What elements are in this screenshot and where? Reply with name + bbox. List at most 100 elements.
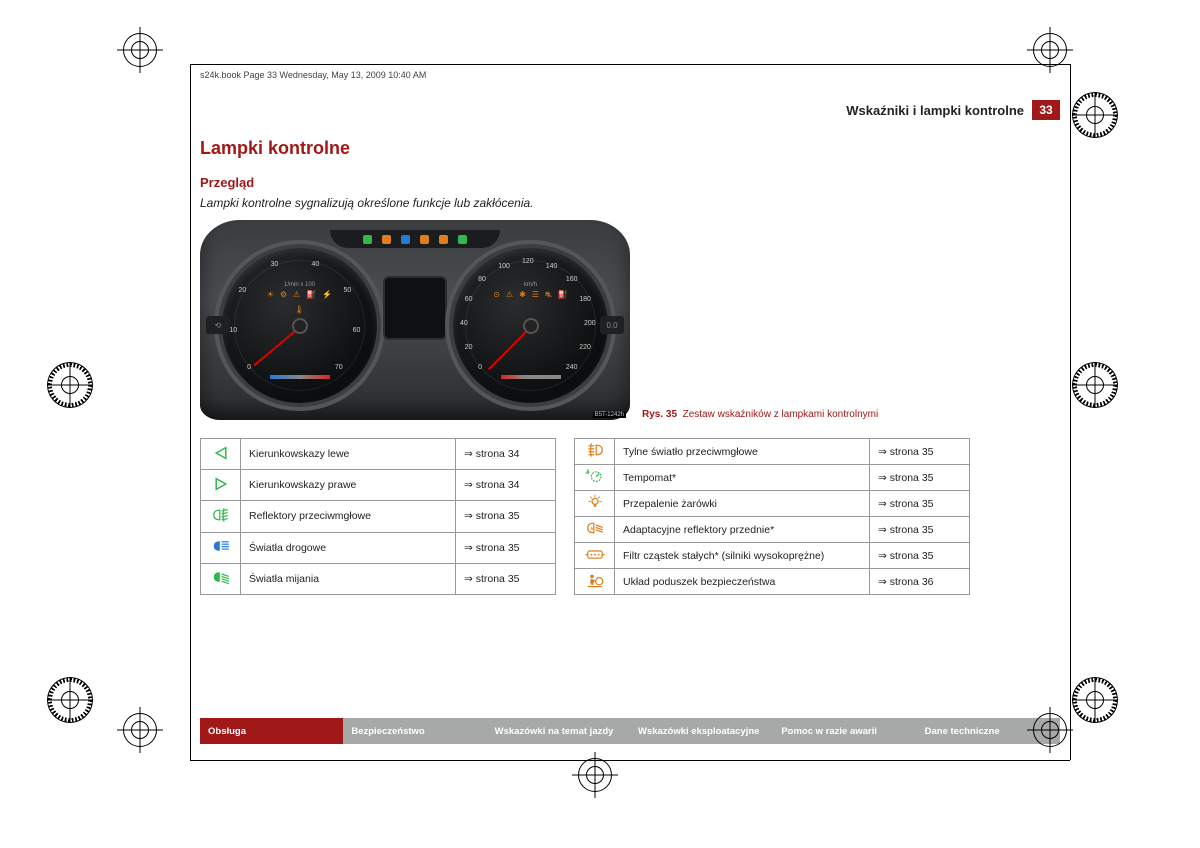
footer-tab: Wskazówki na temat jazdy	[487, 718, 630, 744]
speedo-icon-cluster: ⊙⚠✱☰⛐⛽	[491, 290, 571, 300]
fuel-subgauge	[501, 375, 561, 391]
main-heading: Lampki kontrolne	[200, 138, 1060, 159]
gauge-tick-label: 30	[271, 261, 279, 268]
indicator-description: Kierunkowskazy lewe	[241, 439, 456, 470]
page-reference: ⇒ strona 34	[456, 439, 556, 470]
book-header: s24k.book Page 33 Wednesday, May 13, 200…	[200, 70, 1060, 80]
indicator-description: Tylne światło przeciwmgłowe	[615, 439, 870, 465]
low-beam-icon	[201, 563, 241, 594]
registration-mark	[1072, 362, 1118, 408]
table-row: Filtr cząstek stałych* (silniki wysokopr…	[575, 543, 970, 569]
speedo-label: km/h	[524, 282, 537, 288]
speedometer-gauge: 020406080100120140160180200220240 ⊙⚠✱☰⛐⛽…	[453, 248, 608, 403]
page-reference: ⇒ strona 34	[456, 470, 556, 501]
gauge-tick-label: 20	[239, 287, 247, 294]
speedo-center	[525, 320, 537, 332]
page-reference: ⇒ strona 35	[870, 465, 970, 491]
afs-icon: A	[575, 517, 615, 543]
indicator-description: Układ poduszek bezpieczeństwa	[615, 569, 870, 595]
page-content: s24k.book Page 33 Wednesday, May 13, 200…	[200, 70, 1060, 595]
figure-wrap: 010203040506070 ☀⚙⚠⛽⚡🌡 1/min x 100 02040…	[200, 220, 1060, 420]
page-reference: ⇒ strona 35	[870, 491, 970, 517]
tables-row: Kierunkowskazy lewe⇒ strona 34Kierunkows…	[200, 438, 1060, 595]
table-row: Kierunkowskazy prawe⇒ strona 34	[201, 470, 556, 501]
page-reference: ⇒ strona 35	[870, 517, 970, 543]
svg-text:A: A	[590, 526, 593, 531]
table-row: Układ poduszek bezpieczeństwa⇒ strona 36	[575, 569, 970, 595]
fog-front-icon	[201, 501, 241, 532]
gauge-tick-label: 140	[546, 263, 558, 270]
indicator-strip	[330, 230, 500, 248]
gauge-tick-label: 70	[335, 364, 343, 371]
figure-caption-text: Zestaw wskaźników z lampkami kontrolnymi	[683, 409, 879, 420]
table-row: AAdaptacyjne reflektory przednie*⇒ stron…	[575, 517, 970, 543]
gauge-tick-label: 50	[343, 287, 351, 294]
gauge-tick-label: 0	[247, 364, 251, 371]
figure-caption: Rys. 35 Zestaw wskaźników z lampkami kon…	[642, 409, 878, 420]
page-number: 33	[1032, 100, 1060, 120]
airbag-icon	[575, 569, 615, 595]
page-reference: ⇒ strona 35	[456, 563, 556, 594]
image-ref-code: B5T-1242h	[593, 412, 626, 418]
registration-mark	[1027, 707, 1073, 753]
indicator-description: Światła drogowe	[241, 532, 456, 563]
bulb-icon	[575, 491, 615, 517]
table-row: Tylne światło przeciwmgłowe⇒ strona 35	[575, 439, 970, 465]
footer-tab: Obsługa	[200, 718, 343, 744]
footer-tabs: ObsługaBezpieczeństwoWskazówki na temat …	[200, 718, 1060, 744]
gauge-tick-label: 160	[566, 276, 578, 283]
table-row: Przepalenie żarówki⇒ strona 35	[575, 491, 970, 517]
gauge-tick-label: 0	[478, 364, 482, 371]
table-row: Tempomat*⇒ strona 35	[575, 465, 970, 491]
dashboard-image: 010203040506070 ☀⚙⚠⛽⚡🌡 1/min x 100 02040…	[200, 220, 630, 420]
frame-top	[190, 64, 1070, 65]
frame-left	[190, 64, 191, 760]
gauge-tick-label: 100	[498, 263, 510, 270]
arrow-left-icon	[201, 439, 241, 470]
center-screen	[383, 276, 447, 340]
gauge-tick-label: 10	[229, 327, 237, 334]
indicator-dot	[420, 235, 429, 244]
indicator-description: Przepalenie żarówki	[615, 491, 870, 517]
indicator-dot	[439, 235, 448, 244]
registration-mark	[117, 27, 163, 73]
high-beam-icon	[201, 532, 241, 563]
arrow-right-icon	[201, 470, 241, 501]
indicator-description: Kierunkowskazy prawe	[241, 470, 456, 501]
registration-mark	[1027, 27, 1073, 73]
section-title: Wskaźniki i lampki kontrolne	[846, 103, 1024, 118]
registration-mark	[1072, 677, 1118, 723]
footer-tab: Bezpieczeństwo	[343, 718, 486, 744]
page-reference: ⇒ strona 35	[870, 439, 970, 465]
dpf-icon	[575, 543, 615, 569]
registration-mark	[47, 677, 93, 723]
frame-right	[1070, 64, 1071, 760]
registration-mark	[1072, 92, 1118, 138]
cruise-icon	[575, 465, 615, 491]
indicator-dot	[363, 235, 372, 244]
left-table: Kierunkowskazy lewe⇒ strona 34Kierunkows…	[200, 438, 556, 595]
left-side-button: ⟲	[206, 316, 230, 334]
indicator-dot	[401, 235, 410, 244]
indicator-dot	[382, 235, 391, 244]
gauge-tick-label: 220	[579, 344, 591, 351]
indicator-description: Filtr cząstek stałych* (silniki wysokopr…	[615, 543, 870, 569]
gauge-tick-label: 120	[522, 258, 534, 265]
registration-mark	[47, 362, 93, 408]
figure-label: Rys. 35	[642, 409, 677, 420]
temp-subgauge	[270, 375, 330, 391]
page-reference: ⇒ strona 36	[870, 569, 970, 595]
tach-icon-cluster: ☀⚙⚠⛽⚡🌡	[260, 290, 340, 314]
table-row: Kierunkowskazy lewe⇒ strona 34	[201, 439, 556, 470]
gauge-tick-label: 60	[353, 327, 361, 334]
indicator-dot	[458, 235, 467, 244]
indicator-description: Tempomat*	[615, 465, 870, 491]
table-row: Światła mijania⇒ strona 35	[201, 563, 556, 594]
gauge-tick-label: 180	[579, 296, 591, 303]
page-reference: ⇒ strona 35	[456, 501, 556, 532]
section-bar: Wskaźniki i lampki kontrolne 33	[200, 100, 1060, 120]
registration-mark	[572, 752, 618, 798]
table-row: Światła drogowe⇒ strona 35	[201, 532, 556, 563]
table-row: Reflektory przeciwmgłowe⇒ strona 35	[201, 501, 556, 532]
page-reference: ⇒ strona 35	[870, 543, 970, 569]
